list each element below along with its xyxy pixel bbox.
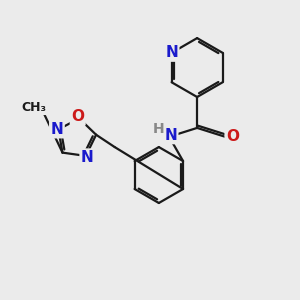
Text: N: N — [81, 150, 94, 165]
Text: O: O — [71, 110, 84, 124]
Text: O: O — [226, 129, 239, 144]
Text: N: N — [50, 122, 63, 137]
Text: N: N — [165, 45, 178, 60]
Text: H: H — [153, 122, 165, 136]
Text: CH₃: CH₃ — [22, 101, 47, 114]
Text: N: N — [164, 128, 177, 143]
